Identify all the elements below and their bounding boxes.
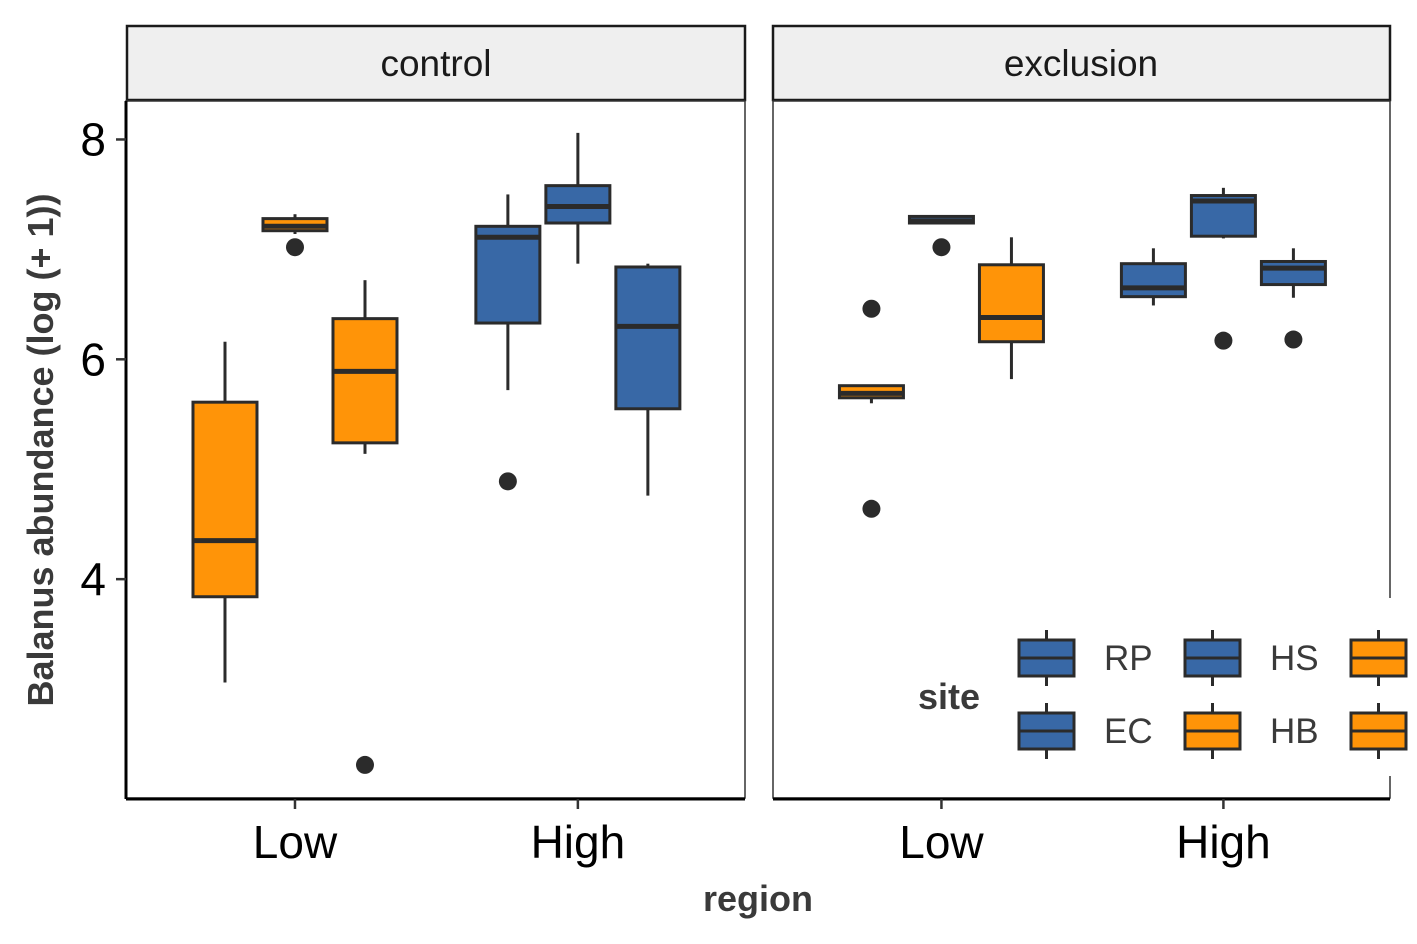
box-body xyxy=(1119,262,1187,299)
x-tick-label: Low xyxy=(899,816,984,868)
y-tick-label: 8 xyxy=(80,113,106,165)
y-axis-ticks: 4 6 8 xyxy=(80,113,126,605)
box-body xyxy=(977,263,1045,344)
legend-title: site xyxy=(918,676,980,717)
box xyxy=(907,214,975,257)
facet-strip-label: exclusion xyxy=(1004,43,1158,84)
box xyxy=(1189,187,1257,350)
legend-label: EC xyxy=(1104,712,1153,751)
outlier-point xyxy=(285,238,304,257)
box xyxy=(331,280,399,774)
x-axis-title: region xyxy=(703,878,813,919)
box xyxy=(544,132,612,264)
x-tick-label: High xyxy=(531,816,626,868)
y-tick-label: 4 xyxy=(80,553,106,605)
x-tick-label: Low xyxy=(253,816,338,868)
outlier-point xyxy=(498,472,517,491)
x-tick-label: High xyxy=(1176,816,1271,868)
legend-key: EC xyxy=(1017,703,1153,759)
box xyxy=(977,237,1045,380)
facet-strip-exclusion: exclusion xyxy=(771,24,1392,102)
outlier-point xyxy=(932,238,951,257)
box xyxy=(261,214,329,257)
box xyxy=(474,194,542,491)
outlier-point xyxy=(355,755,374,774)
outlier-point xyxy=(1214,331,1233,350)
outlier-point xyxy=(1284,330,1303,349)
legend-label: HB xyxy=(1270,712,1319,751)
box-body xyxy=(1259,259,1327,287)
legend-key xyxy=(1349,630,1408,686)
legend-key: HS xyxy=(1183,630,1319,686)
box xyxy=(191,341,259,683)
x-axis-ticks: Low High Low High xyxy=(253,799,1271,868)
box xyxy=(837,299,905,518)
box xyxy=(614,263,682,496)
box xyxy=(1119,248,1187,306)
legend-key: RP xyxy=(1017,630,1153,686)
box-body xyxy=(614,265,682,411)
box-body xyxy=(474,224,542,325)
outlier-point xyxy=(862,299,881,318)
y-axis-title: Balanus abundance (log (+ 1)) xyxy=(20,193,61,706)
boxplot-marks xyxy=(191,132,1327,774)
outlier-point xyxy=(862,499,881,518)
box xyxy=(1259,248,1327,349)
legend-label: RP xyxy=(1104,639,1153,678)
legend-key xyxy=(1349,703,1408,759)
legend-label: HS xyxy=(1270,639,1319,678)
legend-background xyxy=(908,598,1417,776)
y-tick-label: 6 xyxy=(80,333,106,385)
facet-strip-control: control xyxy=(125,24,747,102)
legend-key: HB xyxy=(1183,703,1319,759)
box-body xyxy=(191,400,259,599)
legend: site RP EC HS HB xyxy=(908,598,1417,776)
facet-strip-label: control xyxy=(380,43,491,84)
box-body xyxy=(331,317,399,445)
